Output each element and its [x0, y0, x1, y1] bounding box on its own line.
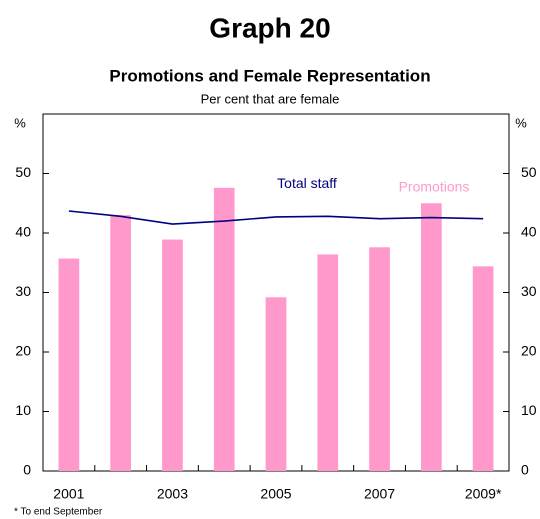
x-tick-label: 2007	[364, 486, 395, 502]
bar	[162, 239, 183, 471]
x-tick-label: 2001	[53, 486, 84, 502]
bar	[110, 215, 132, 471]
y-tick-label: 20	[521, 343, 537, 359]
bar	[369, 247, 390, 471]
y-tick-label: 0	[521, 462, 529, 478]
series-label: Promotions	[399, 179, 470, 195]
y-tick-label: 0	[23, 462, 31, 478]
bar	[317, 254, 339, 471]
x-tick-label: 2005	[260, 486, 291, 502]
y-tick-label: 50	[521, 164, 537, 180]
bar	[213, 187, 235, 471]
bar	[472, 266, 494, 471]
footnote: * To end September	[14, 507, 103, 518]
y-tick-label: 50	[15, 164, 31, 180]
series-label: Total staff	[277, 175, 337, 191]
y-unit-right: %	[515, 115, 527, 130]
bar	[58, 258, 80, 471]
y-unit-left: %	[14, 115, 26, 130]
y-axis-title: Per cent that are female	[201, 91, 340, 106]
bar	[420, 203, 442, 471]
y-tick-label: 10	[521, 402, 537, 418]
y-tick-label: 40	[521, 224, 537, 240]
line	[68, 210, 484, 225]
chart-subtitle: Promotions and Female Representation	[109, 66, 430, 85]
x-tick-label: 2009*	[465, 486, 502, 502]
y-tick-label: 10	[15, 402, 31, 418]
y-tick-label: 30	[521, 283, 537, 299]
y-tick-label: 30	[15, 283, 31, 299]
y-tick-label: 20	[15, 343, 31, 359]
y-tick-label: 40	[15, 224, 31, 240]
x-tick-label: 2003	[157, 486, 188, 502]
chart-title: Graph 20	[209, 12, 330, 43]
bar	[265, 297, 287, 471]
